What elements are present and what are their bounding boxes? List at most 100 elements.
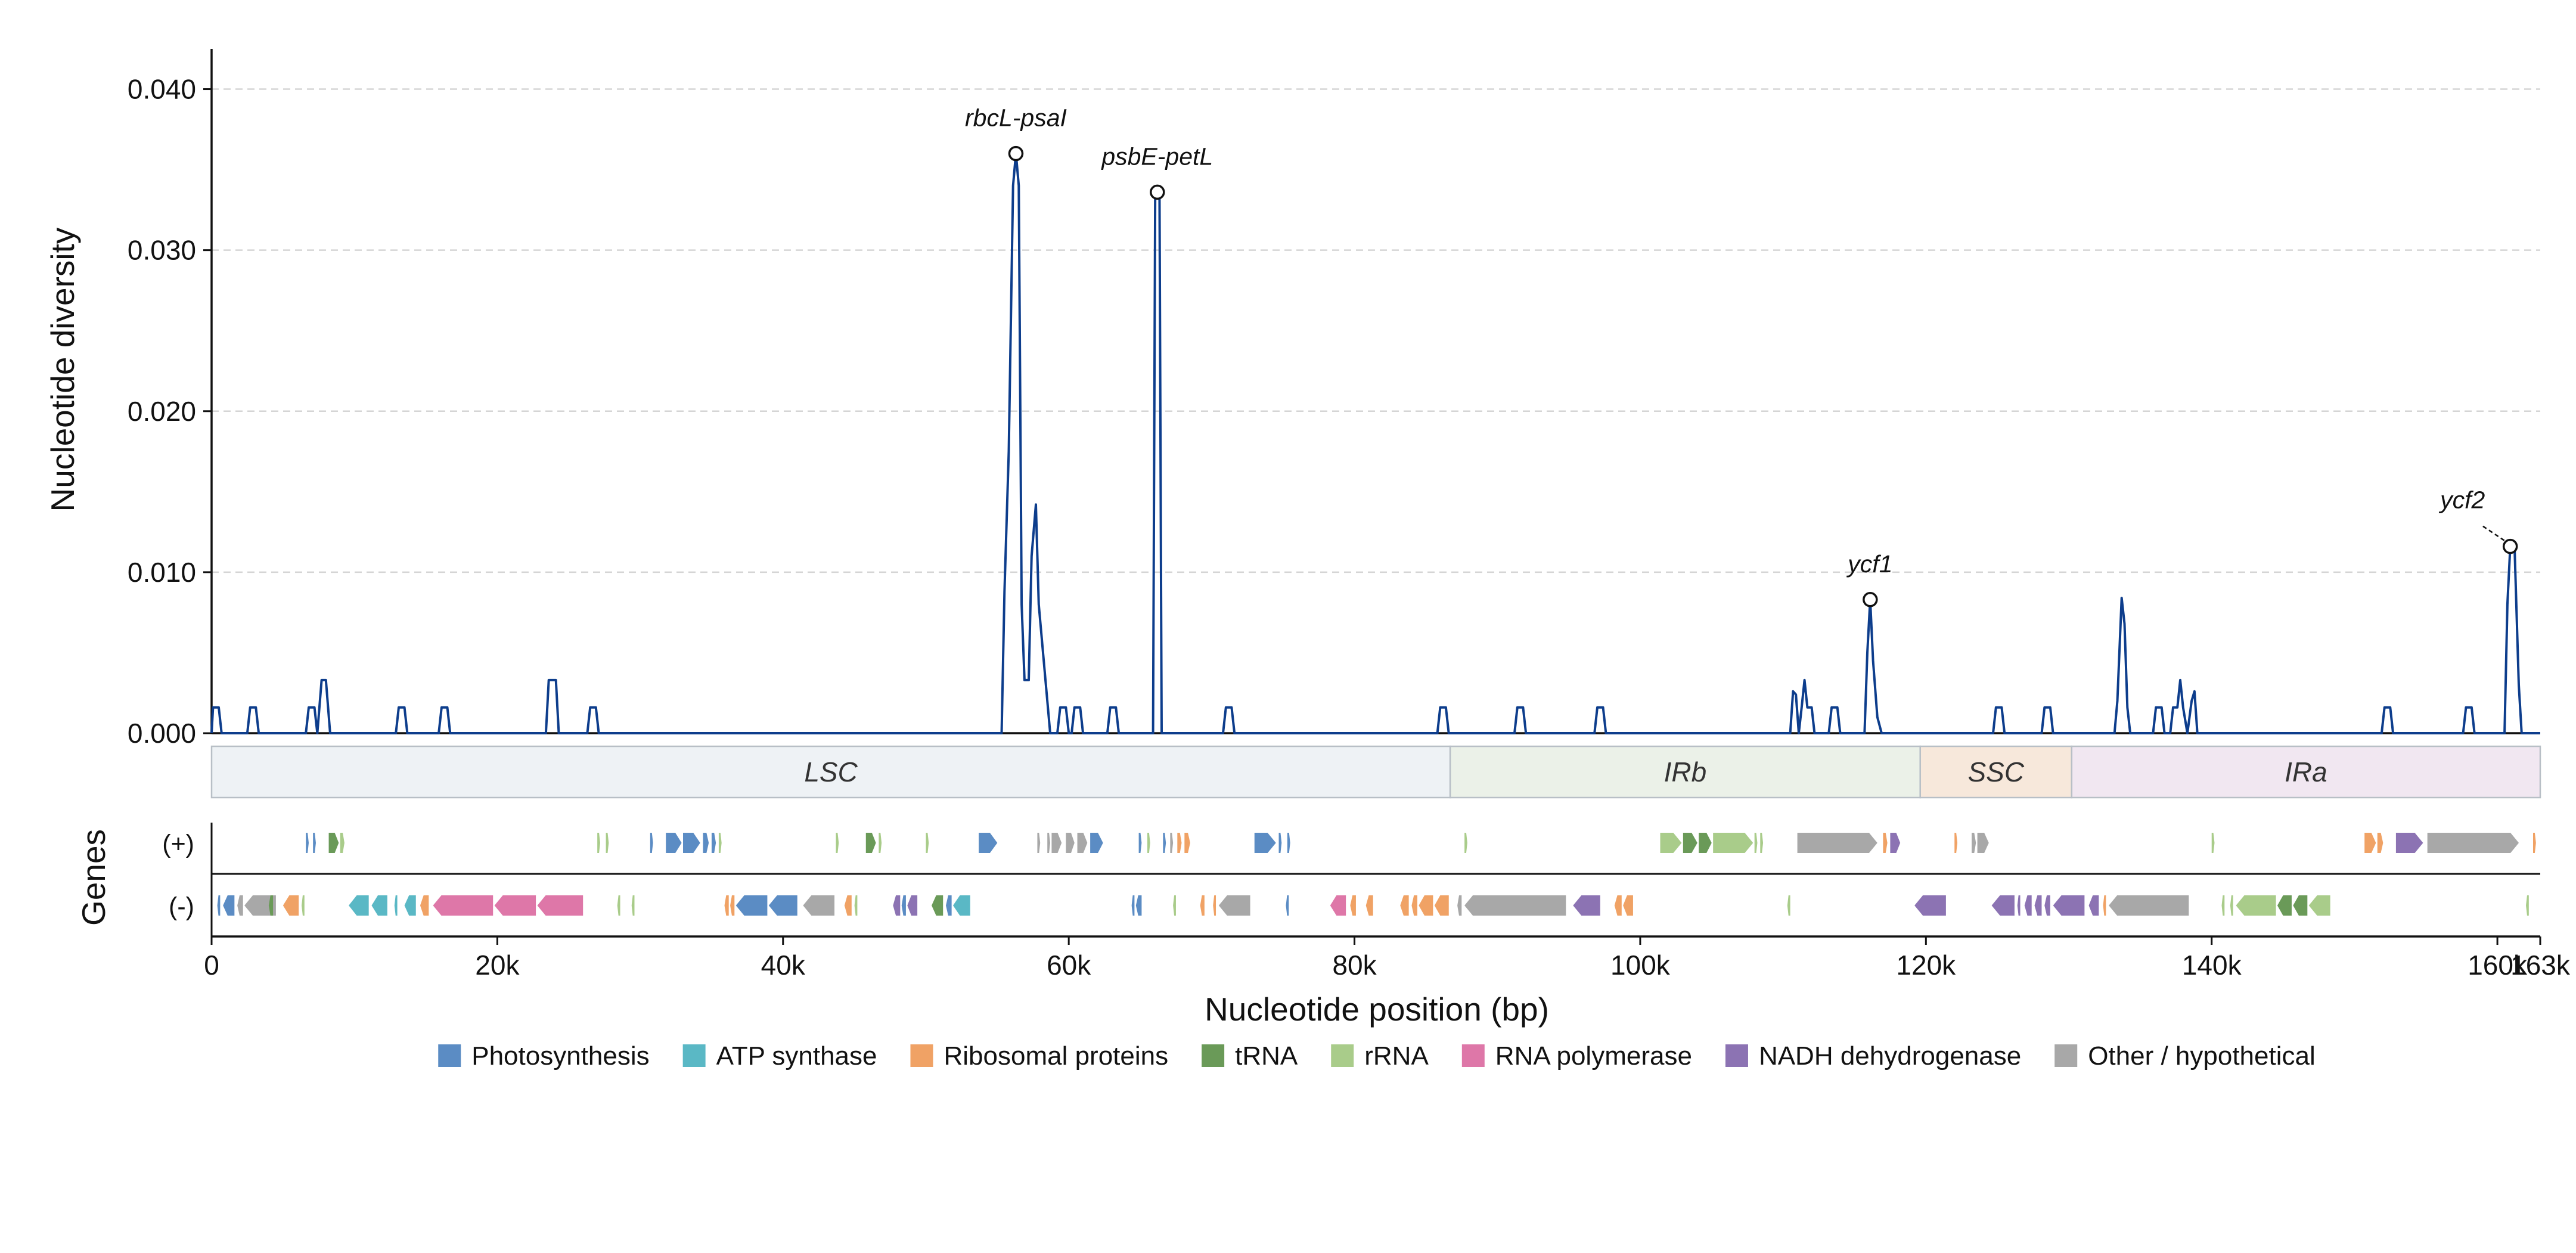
- gene-plus: [926, 833, 929, 853]
- gene-minus: [768, 895, 797, 916]
- legend-label: Photosynthesis: [471, 1041, 649, 1071]
- gene-minus: [893, 895, 901, 916]
- gene-minus: [2230, 895, 2233, 916]
- gene-minus: [420, 895, 429, 916]
- x-tick-label: 163k: [2510, 950, 2571, 981]
- gene-minus: [244, 895, 276, 916]
- gene-minus: [1213, 895, 1216, 916]
- gene-plus: [1754, 833, 1758, 853]
- gene-plus: [1797, 833, 1877, 853]
- legend-swatch: [1461, 1044, 1485, 1067]
- gene-minus: [730, 895, 735, 916]
- gene-plus: [1954, 833, 1958, 853]
- gene-plus: [2533, 833, 2536, 853]
- gene-minus: [2103, 895, 2106, 916]
- gene-plus: [666, 833, 682, 853]
- gene-minus: [217, 895, 221, 916]
- gene-plus: [1890, 833, 1901, 853]
- gene-minus: [617, 895, 620, 916]
- gene-minus: [1457, 895, 1462, 916]
- gene-minus: [302, 895, 305, 916]
- gene-plus: [1683, 833, 1697, 853]
- x-tick-label: 20k: [475, 950, 520, 981]
- gene-plus: [836, 833, 839, 853]
- y-tick-label: 0.030: [128, 235, 196, 266]
- axes: [210, 49, 2540, 938]
- gene-minus: [1135, 895, 1142, 916]
- x-axis-title: Nucleotide position (bp): [1205, 991, 1549, 1028]
- gene-minus: [724, 895, 729, 916]
- gene-minus: [494, 895, 536, 916]
- legend: Photosynthesis ATP synthase Ribosomal prot…: [438, 1041, 2316, 1071]
- gene-plus: [597, 833, 600, 853]
- x-tick-label: 140k: [2182, 950, 2242, 981]
- gene-plus: [1177, 833, 1182, 853]
- diversity-line: [210, 152, 2540, 734]
- y-axis-title: Nucleotide diversity: [44, 227, 81, 511]
- gene-minus: [1411, 895, 1418, 916]
- gene-minus: [854, 895, 858, 916]
- legend-label: NADH dehydrogenase: [1759, 1041, 2021, 1071]
- peak-label: ycf1: [1846, 550, 1892, 578]
- peak-annotations: rbcL-psaI psbE-petL ycf1 ycf2: [965, 104, 2518, 607]
- gene-plus: [711, 833, 716, 853]
- gene-plus: [1278, 833, 1282, 853]
- gene-minus: [631, 895, 635, 916]
- gene-plus: [1047, 833, 1050, 853]
- gene-minus: [1991, 895, 2015, 916]
- gene-minus: [371, 895, 387, 916]
- gene-plus: [1090, 833, 1103, 853]
- gene-minus: [2277, 895, 2292, 916]
- gene-minus: [2034, 895, 2042, 916]
- gene-plus: [1660, 833, 1682, 853]
- gene-plus: [2427, 833, 2519, 853]
- gene-minus: [901, 895, 906, 916]
- x-tick-label: 40k: [761, 950, 806, 981]
- region-band: [2071, 745, 2541, 799]
- gene-plus: [1464, 833, 1467, 853]
- gene-minus: [1787, 895, 1790, 916]
- gene-minus: [1365, 895, 1373, 916]
- gene-minus: [237, 895, 243, 916]
- gene-plus: [865, 833, 876, 853]
- legend-swatch: [910, 1044, 933, 1067]
- gene-minus: [907, 895, 918, 916]
- peak-marker: [1863, 592, 1878, 607]
- grid-lines: [212, 88, 2540, 573]
- gene-minus: [1434, 895, 1449, 916]
- gene-plus: [1883, 833, 1888, 853]
- gene-plus: [1287, 833, 1290, 853]
- gene-plus: [313, 833, 316, 853]
- gene-minus: [2109, 895, 2189, 916]
- gene-minus: [2308, 895, 2330, 916]
- gene-minus: [349, 895, 369, 916]
- peak-leader-line: [2482, 525, 2505, 541]
- gene-plus: [1163, 833, 1166, 853]
- legend-swatch: [682, 1044, 706, 1067]
- y-tick-label: 0.000: [128, 718, 196, 749]
- peak-label: rbcL-psaI: [965, 104, 1067, 132]
- gene-minus: [2221, 895, 2225, 916]
- gene-plus: [1170, 833, 1174, 853]
- gene-plus: [2364, 833, 2376, 853]
- gene-plus: [1138, 833, 1142, 853]
- gene-plus: [1051, 833, 1062, 853]
- gene-minus: [1914, 895, 1946, 916]
- x-tick-label: 120k: [1896, 950, 1956, 981]
- minus-strand-label: (-): [169, 892, 194, 921]
- gene-minus: [2024, 895, 2032, 916]
- legend-swatch: [438, 1044, 461, 1067]
- gene-minus: [2293, 895, 2308, 916]
- gene-minus: [2088, 895, 2099, 916]
- gene-minus: [2236, 895, 2276, 916]
- region-label: IRa: [2285, 756, 2327, 787]
- legend-swatch: [1725, 1044, 1748, 1067]
- gene-minus: [1131, 895, 1135, 916]
- gene-plus: [718, 833, 722, 853]
- gene-plus: [2211, 833, 2215, 853]
- gene-minus: [394, 895, 398, 916]
- gene-minus: [844, 895, 852, 916]
- gene-minus: [404, 895, 416, 916]
- peak-marker: [2502, 538, 2518, 554]
